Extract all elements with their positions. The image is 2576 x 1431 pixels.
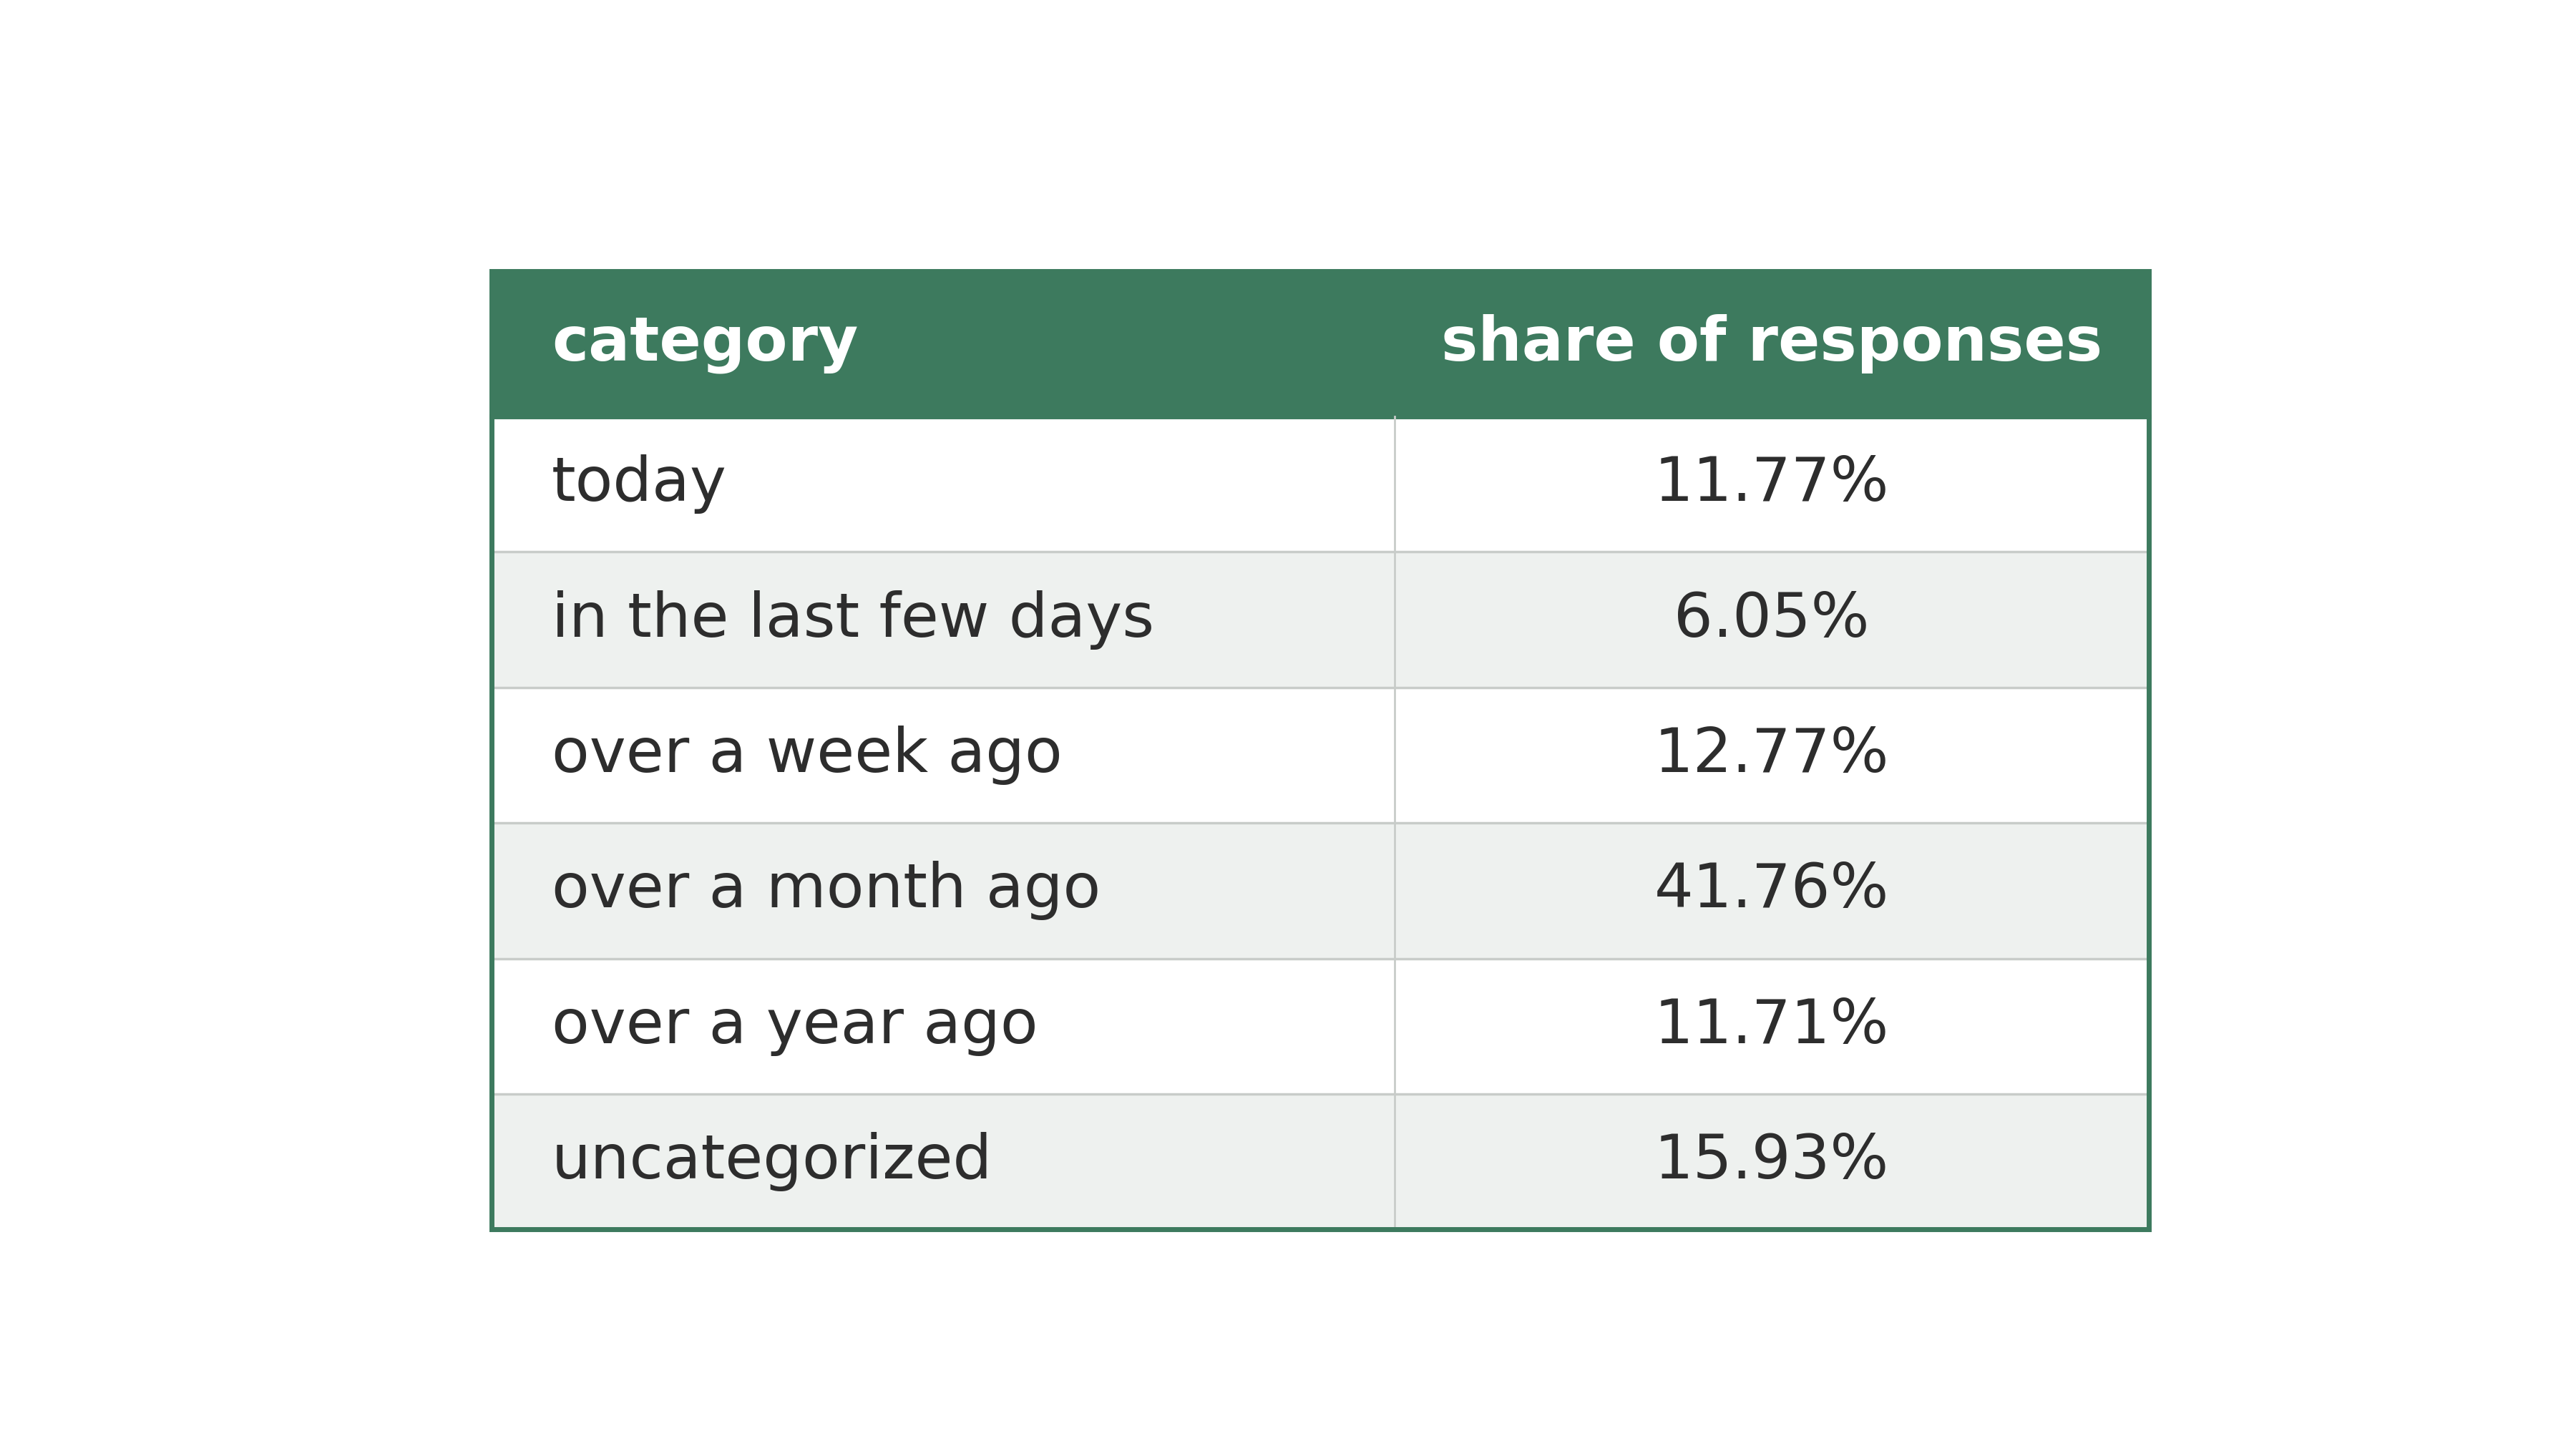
Text: share of responses: share of responses: [1440, 313, 2102, 373]
Bar: [492, 959, 2148, 1093]
Bar: [492, 687, 2148, 823]
Bar: [492, 823, 2148, 959]
Text: category: category: [551, 313, 858, 373]
Text: 15.93%: 15.93%: [1654, 1132, 1888, 1192]
Text: 11.71%: 11.71%: [1654, 996, 1888, 1056]
Text: over a month ago: over a month ago: [551, 861, 1100, 920]
Bar: [492, 270, 2148, 416]
Bar: [492, 1093, 2148, 1229]
Bar: [492, 416, 2148, 552]
Text: 41.76%: 41.76%: [1654, 861, 1888, 920]
Text: in the last few days: in the last few days: [551, 590, 1154, 650]
Text: over a year ago: over a year ago: [551, 996, 1038, 1056]
Text: 6.05%: 6.05%: [1674, 590, 1870, 650]
Bar: [492, 270, 2148, 1229]
Text: uncategorized: uncategorized: [551, 1132, 992, 1192]
Text: 12.77%: 12.77%: [1654, 726, 1888, 784]
Bar: [492, 552, 2148, 687]
Text: over a week ago: over a week ago: [551, 726, 1061, 784]
Text: 11.77%: 11.77%: [1654, 455, 1888, 514]
Text: today: today: [551, 455, 726, 514]
